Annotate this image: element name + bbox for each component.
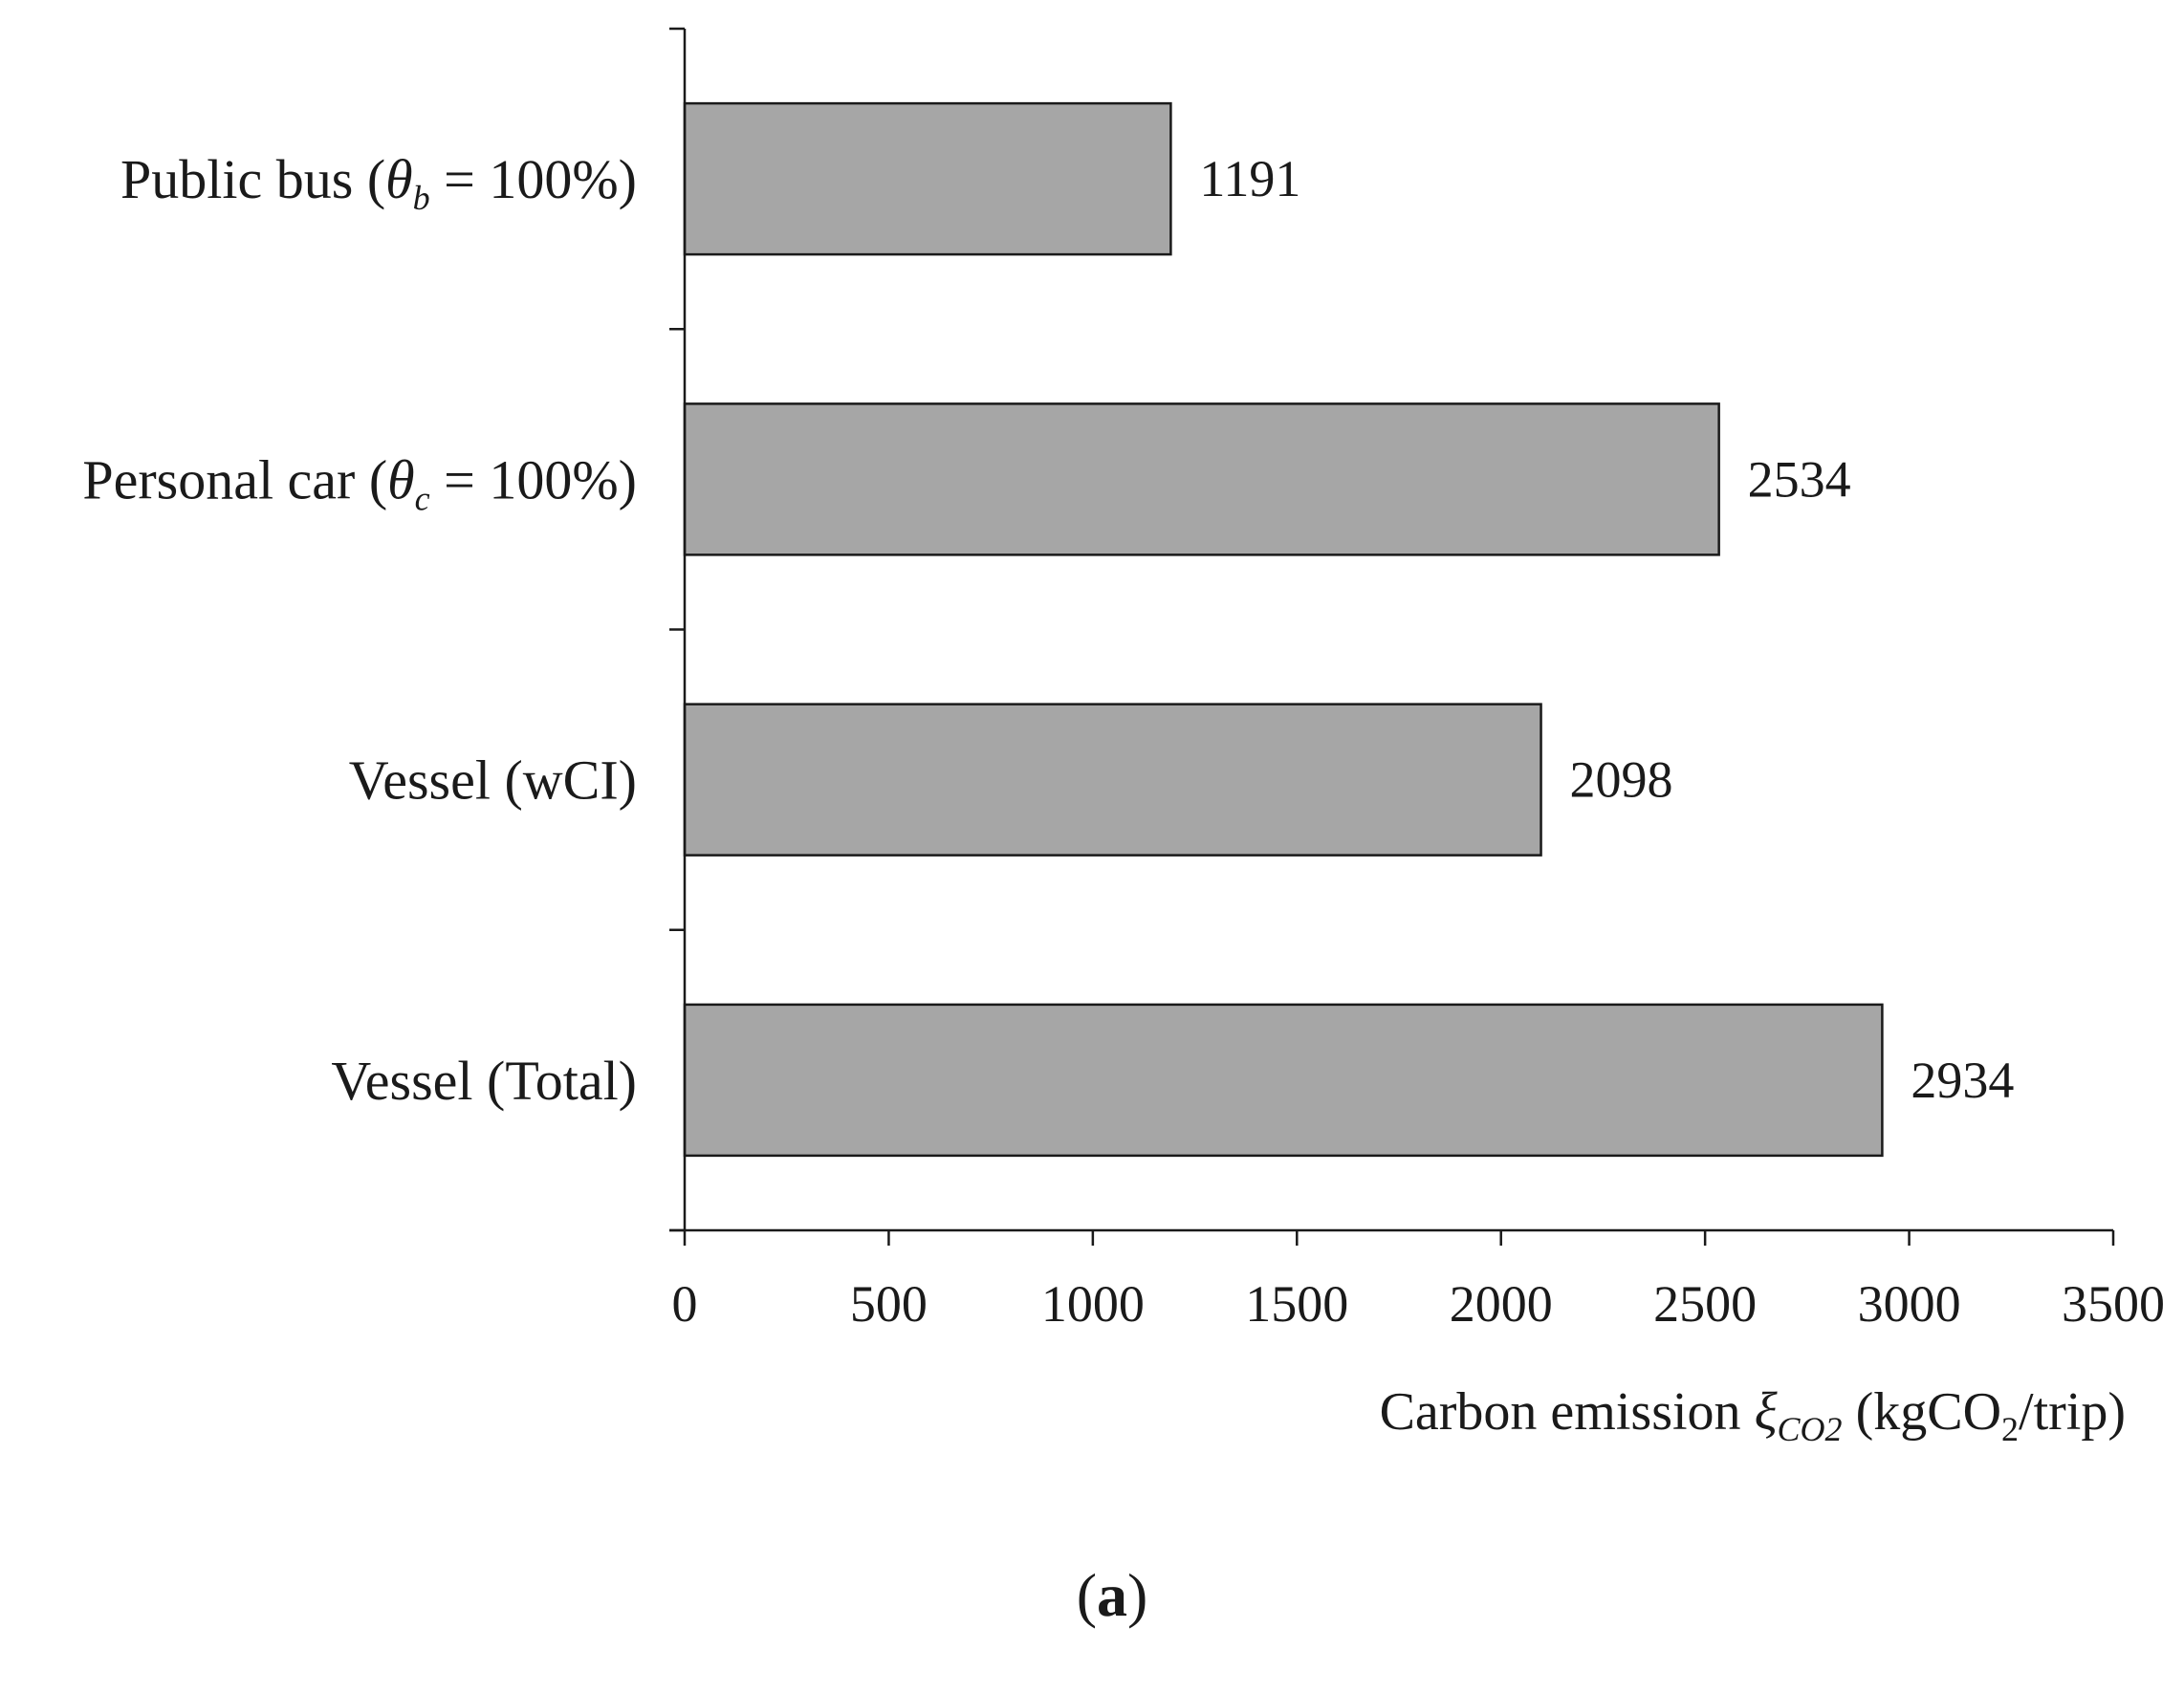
- x-tick-label-7: 3500: [2062, 1275, 2165, 1333]
- panel-label: (a): [1077, 1561, 1148, 1629]
- category-label-2: Personal car (θc = 100%): [82, 448, 637, 517]
- value-label-3: 2098: [1570, 751, 1673, 809]
- x-axis-title-unit-subscript: 2: [2001, 1410, 2019, 1448]
- x-tick-label-6: 3000: [1858, 1275, 1961, 1333]
- x-axis-title-unit-open: (kgCO: [1843, 1382, 2001, 1442]
- bar-3: [683, 703, 1542, 857]
- x-tick-label-4: 2000: [1450, 1275, 1553, 1333]
- x-axis-title: Carbon emission ξCO2 (kgCO2/trip): [1380, 1382, 2126, 1448]
- category-label-4: Vessel (Total): [331, 1050, 637, 1112]
- x-tick-labels: 0 500 1000 1500 2000 2500 3000 3500: [672, 1275, 2166, 1333]
- panel-label-close: ): [1127, 1561, 1147, 1629]
- x-axis-title-symbol: ξ: [1755, 1382, 1778, 1442]
- x-axis-title-unit-close: /trip): [2019, 1382, 2126, 1442]
- x-tick-label-2: 1000: [1041, 1275, 1145, 1333]
- category-label-3: Vessel (wCI): [349, 749, 637, 812]
- axes: [669, 27, 2115, 1246]
- x-tick-label-0: 0: [672, 1275, 698, 1333]
- panel-label-letter: a: [1097, 1561, 1127, 1629]
- panel-label-open: (: [1077, 1561, 1097, 1629]
- category-label-1: Public bus (θb = 100%): [120, 148, 637, 217]
- x-axis-title-prefix: Carbon emission: [1380, 1382, 1755, 1442]
- value-label-1: 1191: [1199, 150, 1300, 207]
- value-label-2: 2534: [1748, 450, 1851, 508]
- x-tick-label-1: 500: [850, 1275, 928, 1333]
- bar-4: [683, 1003, 1884, 1158]
- x-axis-title-symbol-subscript: CO2: [1778, 1410, 1843, 1448]
- bar-2: [683, 402, 1720, 556]
- bar-1: [683, 101, 1172, 256]
- x-tick-label-5: 2500: [1653, 1275, 1757, 1333]
- value-label-4: 2934: [1911, 1052, 2014, 1109]
- x-tick-label-3: 1500: [1245, 1275, 1348, 1333]
- bars-layer: [683, 101, 1884, 1158]
- category-labels: Public bus (θb = 100%) Personal car (θc =…: [82, 148, 637, 1112]
- value-labels: 1191 2534 2098 2934: [1199, 150, 2014, 1109]
